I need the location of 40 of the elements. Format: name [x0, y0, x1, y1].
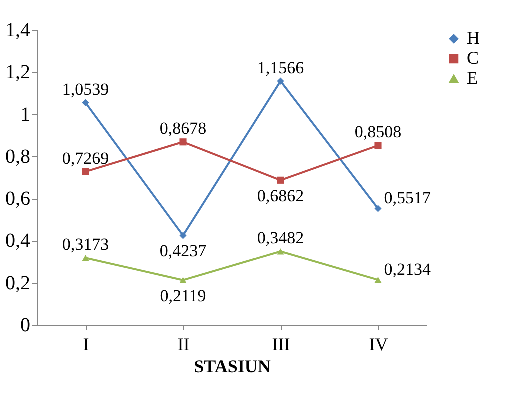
x-axis-title: STASIUN	[194, 356, 271, 376]
data-label: 0,2134	[384, 260, 432, 280]
point	[277, 248, 284, 255]
point	[374, 142, 382, 150]
data-label: 0,6862	[257, 186, 304, 206]
point	[82, 255, 90, 262]
data-label: 1,1566	[257, 58, 304, 78]
y-tick-label: 0,4	[6, 230, 30, 252]
point	[277, 176, 284, 184]
x-tick-label: II	[178, 334, 190, 354]
point	[180, 232, 187, 240]
x-tick-label: IV	[369, 334, 388, 354]
y-tick-label: 0,2	[6, 272, 30, 294]
point	[374, 205, 382, 212]
y-tick-label: 1,4	[6, 20, 30, 42]
data-label: 0,8678	[160, 119, 207, 138]
data-label: 0,2119	[160, 286, 206, 306]
point	[180, 138, 187, 146]
y-tick-label: 0	[20, 314, 30, 336]
legend-label: H	[467, 28, 480, 48]
x-tick-label: I	[83, 334, 90, 354]
y-tick-label: 0,6	[6, 188, 30, 210]
data-label: 0,7269	[62, 148, 110, 168]
data-label: 0,8508	[354, 122, 402, 142]
data-label: 1,0539	[62, 80, 110, 99]
point	[82, 99, 90, 106]
data-label: 0,3173	[62, 235, 110, 254]
y-tick-label: 1	[20, 104, 30, 126]
data-label: 0,4237	[160, 242, 208, 261]
legend-label: C	[467, 48, 480, 68]
legend-label: E	[467, 68, 478, 88]
point	[277, 78, 284, 85]
x-tick-label: III	[272, 334, 290, 354]
point	[82, 168, 90, 176]
data-label: 0,3482	[257, 228, 304, 248]
y-tick-label: 1,2	[6, 62, 30, 84]
data-label: 0,5517	[384, 188, 432, 208]
point	[180, 277, 187, 284]
point	[374, 276, 382, 284]
y-tick-label: 0,8	[6, 146, 30, 168]
